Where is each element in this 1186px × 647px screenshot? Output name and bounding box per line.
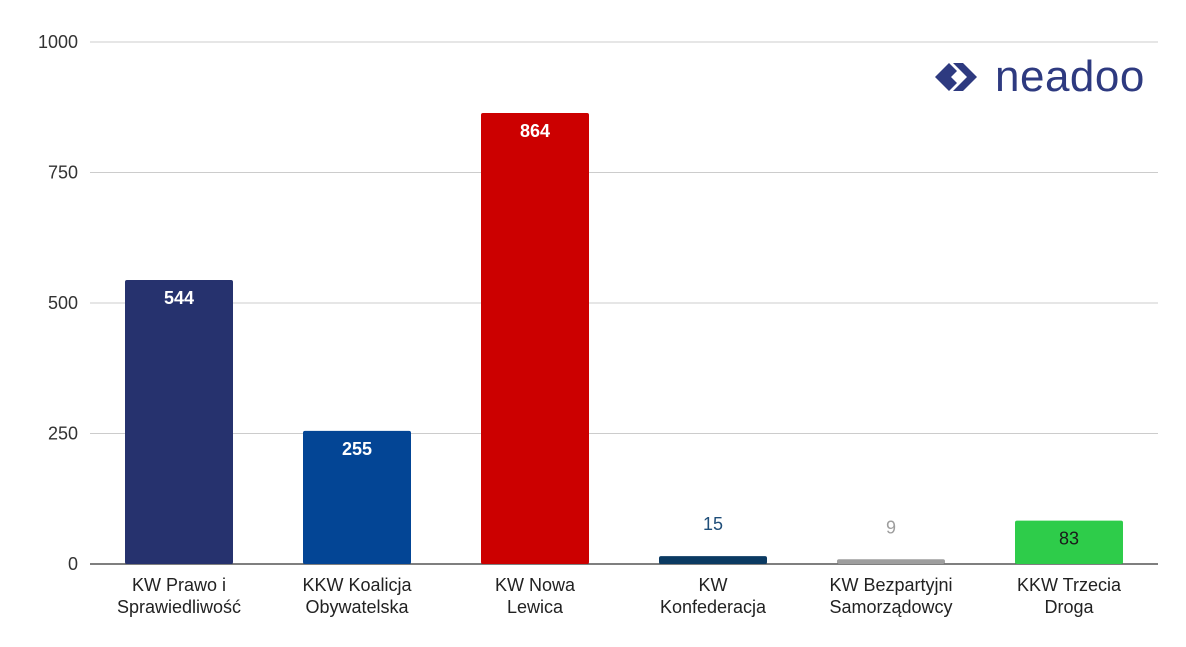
bar bbox=[481, 112, 589, 564]
logo-text: neadoo bbox=[995, 52, 1145, 101]
y-tick-label: 250 bbox=[48, 424, 78, 444]
bar bbox=[659, 556, 767, 564]
y-tick-label: 0 bbox=[68, 554, 78, 574]
x-tick-label: Konfederacja bbox=[660, 597, 767, 617]
x-tick-label: KW Bezpartyjni bbox=[829, 575, 952, 595]
x-tick-label: KW Prawo i bbox=[132, 575, 226, 595]
y-tick-label: 1000 bbox=[38, 32, 78, 52]
data-label: 544 bbox=[164, 288, 194, 308]
value-labels: 544 255 864 15 9 83 bbox=[164, 121, 1079, 549]
x-tick-label: KKW Trzecia bbox=[1017, 575, 1122, 595]
bar bbox=[1015, 520, 1123, 564]
double-chevron-icon bbox=[935, 63, 977, 91]
bars bbox=[125, 112, 1123, 564]
y-axis-ticks: 0 250 500 750 1000 bbox=[38, 32, 78, 574]
x-tick-label: Samorządowcy bbox=[829, 597, 952, 617]
y-tick-label: 500 bbox=[48, 293, 78, 313]
x-tick-label: KKW Koalicja bbox=[302, 575, 412, 595]
x-tick-label: Obywatelska bbox=[305, 597, 409, 617]
data-label: 864 bbox=[520, 121, 550, 141]
bar bbox=[837, 559, 945, 564]
x-tick-label: KW bbox=[699, 575, 728, 595]
bar bbox=[125, 280, 233, 564]
data-label: 15 bbox=[703, 514, 723, 534]
data-label: 255 bbox=[342, 439, 372, 459]
gridlines bbox=[90, 41, 1158, 565]
neadoo-logo: neadoo bbox=[933, 52, 1145, 102]
bar bbox=[303, 430, 411, 564]
data-label: 83 bbox=[1059, 529, 1079, 549]
data-label: 9 bbox=[886, 517, 896, 537]
x-tick-label: Sprawiedliwość bbox=[117, 597, 241, 617]
x-tick-label: Lewica bbox=[507, 597, 564, 617]
y-tick-label: 750 bbox=[48, 163, 78, 183]
x-tick-label: KW Nowa bbox=[495, 575, 576, 595]
x-tick-label: Droga bbox=[1044, 597, 1094, 617]
